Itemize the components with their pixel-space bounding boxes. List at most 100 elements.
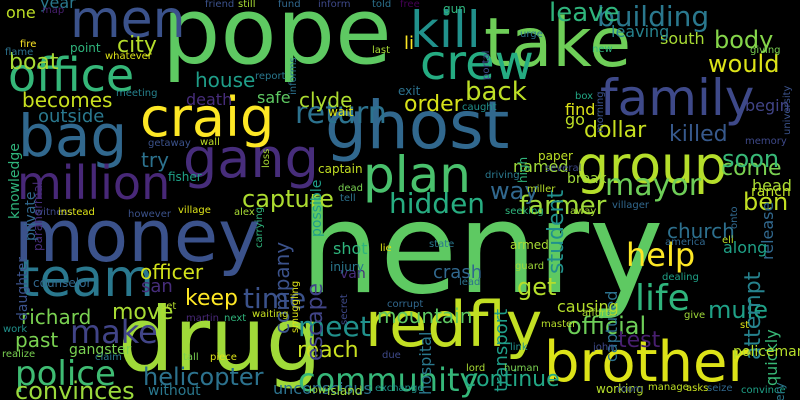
word-san: san [141, 276, 173, 297]
word-craig: craig [140, 86, 275, 149]
word-informs: informs [288, 57, 299, 95]
word-claim: claim [95, 352, 122, 363]
word-escape: escape [303, 282, 328, 361]
word-free: free [400, 0, 420, 10]
word-way: way [490, 177, 539, 205]
word-low: low [309, 385, 327, 396]
word-head: head [752, 176, 792, 195]
word-tell: tell [340, 193, 356, 204]
word-shot: shot [333, 239, 368, 258]
word-carrying: carrying [254, 206, 265, 248]
word-counselor: counselor [33, 276, 92, 290]
word-room: room [617, 384, 643, 395]
word-instead: instead [58, 207, 95, 218]
word-tall: tall [183, 352, 199, 363]
word-getaway: getaway [148, 138, 191, 149]
word-report: report [255, 71, 286, 82]
word-crash: crash [433, 262, 483, 283]
word-last: last [372, 45, 391, 56]
word-farmer: farmer [519, 191, 607, 221]
word-point: point [70, 41, 101, 55]
word-seeking: seeking [505, 206, 544, 217]
word-leave: leave [549, 0, 620, 28]
word-village: village [178, 205, 211, 216]
word-urge: urge [520, 29, 543, 40]
word-would: would [708, 50, 780, 78]
word-drug: drug [118, 288, 322, 391]
word-bag: bag [18, 102, 128, 170]
word-several: several [545, 163, 582, 174]
word-seize: seize [707, 383, 733, 394]
word-give: give [684, 310, 706, 321]
word-injury: injury [330, 260, 364, 274]
word-leaving: leaving [611, 22, 670, 41]
word-onto: onto [729, 206, 740, 230]
word-order: order [404, 92, 463, 117]
word-lie: lie [380, 243, 392, 254]
word-mule: mule [708, 296, 769, 324]
word-kill: kill [410, 1, 481, 59]
word-possible: possible [309, 179, 325, 237]
word-still: still [238, 0, 256, 10]
word-dealing: dealing [662, 272, 699, 283]
word-corrupt: corrupt [387, 299, 424, 310]
word-asks: asks [686, 383, 709, 394]
word-knowledge: knowledge [7, 143, 23, 219]
word-told: told [372, 0, 392, 10]
word-henry: henry [300, 175, 664, 322]
word-map: map [42, 5, 65, 16]
word-working: working [596, 382, 644, 396]
word-portal: portal [481, 50, 492, 80]
word-time: time [243, 282, 307, 315]
word-high: high [516, 156, 530, 183]
word-manage: manage [648, 382, 689, 393]
word-master: master [541, 319, 577, 330]
word-year: year [40, 0, 76, 12]
word-witness: witness [35, 207, 73, 218]
word-afford: afford [582, 308, 612, 319]
word-office: office [8, 48, 135, 102]
word-work: work [3, 324, 28, 335]
word-waiting: waiting [252, 309, 289, 320]
word-building: building [597, 0, 710, 33]
word-away: away [570, 206, 597, 217]
word-meet: meet [298, 310, 371, 343]
word-island: island [327, 384, 363, 398]
word-captain: captain [318, 162, 363, 176]
word-come: come [721, 156, 782, 181]
word-redfly: redfly [365, 288, 543, 361]
word-company: company [270, 241, 294, 334]
word-past: past [15, 328, 59, 352]
word-safe: safe [257, 88, 291, 107]
word-body: body [714, 26, 774, 54]
word-paper: paper [538, 149, 573, 163]
word-eli: eli [722, 235, 734, 246]
word-causing: causing [557, 297, 619, 316]
word-soon: soon [722, 145, 780, 173]
word-without: without [148, 383, 201, 399]
word-st: st [740, 320, 750, 331]
word-city: city [117, 33, 157, 58]
word-morning: morning [595, 91, 606, 133]
word-break: break [567, 171, 607, 187]
word-ben: ben [743, 188, 789, 216]
word-dead: dead [338, 183, 363, 194]
word-state: state [429, 239, 455, 250]
word-memory: memory [745, 136, 787, 147]
word-return: return [295, 96, 387, 131]
word-villager: villager [612, 200, 649, 211]
word-daughter: daughter [15, 257, 31, 321]
word-try: try [141, 148, 169, 172]
word-crew: crew [420, 35, 534, 91]
word-fire: fire [20, 39, 37, 50]
word-officer: officer [140, 260, 204, 284]
word-lord: lord [466, 363, 486, 374]
word-becomes: becomes [22, 88, 113, 112]
word-take: take [484, 4, 632, 83]
word-move: move [112, 300, 174, 325]
word-fund: fund [278, 0, 301, 10]
word-mayor: mayor [605, 168, 702, 203]
word-friend: friend [205, 0, 235, 10]
word-plan: plan [363, 146, 471, 204]
